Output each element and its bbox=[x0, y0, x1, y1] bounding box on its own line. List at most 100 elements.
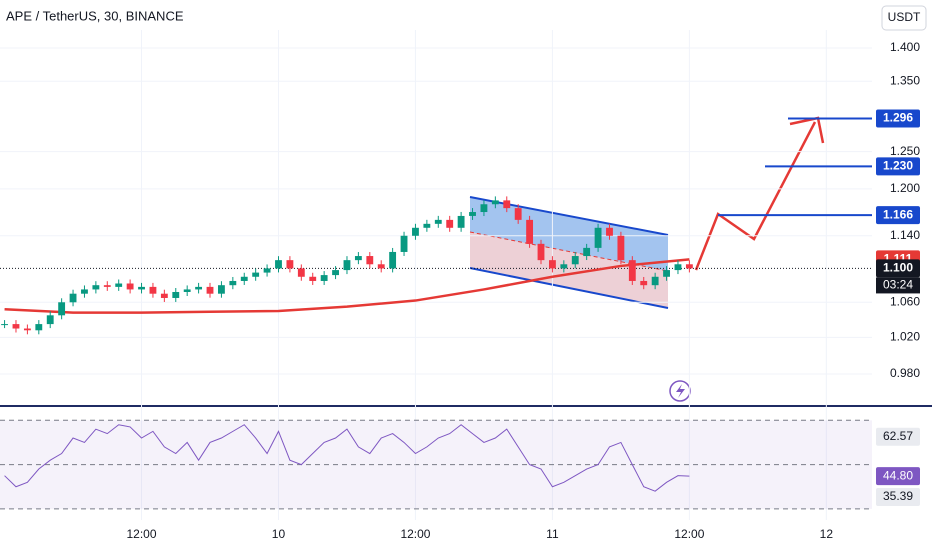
candle-body bbox=[617, 235, 625, 261]
candle-body bbox=[514, 208, 522, 220]
candle-body bbox=[35, 324, 43, 331]
candle-body bbox=[503, 200, 511, 209]
candle-body bbox=[389, 251, 397, 269]
candle-body bbox=[366, 256, 374, 265]
candle-body bbox=[81, 289, 88, 294]
candle-body bbox=[674, 264, 682, 271]
y-tick-label: 1.140 bbox=[890, 228, 920, 242]
candle-body bbox=[240, 276, 248, 281]
candle-body bbox=[480, 204, 488, 213]
candle-body bbox=[491, 200, 499, 205]
price-badge bbox=[876, 157, 920, 176]
candle-body bbox=[640, 280, 648, 286]
candle-body bbox=[651, 276, 659, 286]
candle-body bbox=[309, 276, 317, 281]
candle-body bbox=[275, 260, 282, 269]
candle-body bbox=[252, 272, 260, 277]
candle-body bbox=[606, 227, 613, 236]
candle-body bbox=[92, 285, 100, 290]
candle-body bbox=[286, 260, 294, 269]
candle-body bbox=[423, 223, 431, 228]
channel-top bbox=[469, 196, 669, 236]
x-tick-label: 11 bbox=[546, 527, 559, 541]
candle-body bbox=[685, 264, 693, 269]
rsi-line bbox=[4, 424, 690, 492]
candle-body bbox=[126, 283, 134, 290]
y-tick-label: 1.350 bbox=[890, 73, 920, 87]
candle-body bbox=[69, 293, 77, 303]
countdown: 03:24 bbox=[883, 278, 913, 292]
candle-body bbox=[58, 302, 66, 316]
candle-body bbox=[377, 264, 385, 269]
candle-body bbox=[320, 275, 328, 281]
candle-body bbox=[594, 227, 602, 248]
price-badge bbox=[876, 206, 920, 225]
x-tick-label: 12 bbox=[820, 527, 834, 541]
candle-body bbox=[23, 328, 31, 331]
candle-body bbox=[457, 215, 465, 228]
candle-body bbox=[446, 219, 454, 228]
candle-body bbox=[46, 315, 54, 325]
countdown-badge bbox=[876, 277, 920, 294]
y-tick-label: 0.980 bbox=[890, 366, 920, 380]
x-tick-label: 12:00 bbox=[674, 527, 704, 541]
candle-body bbox=[354, 256, 362, 261]
candle-body bbox=[526, 219, 534, 244]
candle-body bbox=[12, 324, 20, 329]
candle-body bbox=[160, 293, 168, 298]
channel-bottom bbox=[469, 267, 669, 309]
forecast-arrow bbox=[694, 121, 817, 271]
price-badge bbox=[876, 109, 920, 128]
rsi-badge bbox=[876, 427, 920, 446]
y-tick-label: 1.400 bbox=[890, 40, 920, 54]
candle-body bbox=[332, 270, 339, 276]
candle-body bbox=[571, 256, 579, 265]
candle-body bbox=[343, 260, 351, 271]
x-tick-label: 12:00 bbox=[400, 527, 430, 541]
rsi-badge bbox=[876, 467, 920, 486]
rsi-badge bbox=[876, 487, 920, 506]
candle-body bbox=[400, 235, 408, 252]
candle-body bbox=[548, 260, 556, 269]
candle-body bbox=[229, 280, 237, 286]
y-tick-label: 1.200 bbox=[890, 181, 920, 195]
candle-body bbox=[663, 270, 670, 277]
candle-body bbox=[115, 283, 123, 287]
candle-body bbox=[412, 227, 419, 236]
candle-body bbox=[149, 286, 157, 294]
candle-body bbox=[103, 285, 111, 287]
candle-body bbox=[172, 291, 180, 298]
rsi-badge-label: 35.39 bbox=[883, 489, 913, 503]
candle-body bbox=[537, 243, 545, 261]
candle-body bbox=[218, 285, 225, 294]
price-badge-label: 1.166 bbox=[883, 207, 913, 221]
y-tick-label: 1.060 bbox=[890, 294, 920, 308]
candle-body bbox=[183, 289, 191, 292]
price-badge-label: 1.100 bbox=[883, 261, 913, 275]
candle-body bbox=[628, 260, 636, 281]
moving-average bbox=[4, 258, 690, 314]
y-tick-label: 1.020 bbox=[890, 330, 920, 344]
currency-button[interactable] bbox=[881, 5, 927, 31]
chart-title: APE / TetherUS, 30, BINANCE bbox=[6, 8, 184, 23]
candle-body bbox=[138, 286, 145, 290]
currency: USDT bbox=[888, 10, 921, 24]
candle-body bbox=[469, 212, 476, 216]
price-badge bbox=[876, 259, 920, 278]
event-bolt bbox=[676, 384, 685, 398]
y-tick-label: 1.250 bbox=[890, 144, 920, 158]
x-tick-label: 10 bbox=[272, 527, 286, 541]
price-badge-label: 1.296 bbox=[883, 111, 913, 125]
candle-body bbox=[560, 264, 568, 269]
candle-body bbox=[195, 286, 203, 290]
rsi-badge-label: 62.57 bbox=[883, 429, 913, 443]
candle-body bbox=[434, 219, 442, 224]
candle-body bbox=[583, 247, 591, 257]
rsi-badge-label: 44.80 bbox=[883, 468, 913, 482]
price-badge-label: 1.230 bbox=[883, 158, 913, 172]
candle-body bbox=[206, 286, 214, 294]
candle-body bbox=[297, 268, 305, 277]
x-tick-label: 12:00 bbox=[127, 527, 157, 541]
